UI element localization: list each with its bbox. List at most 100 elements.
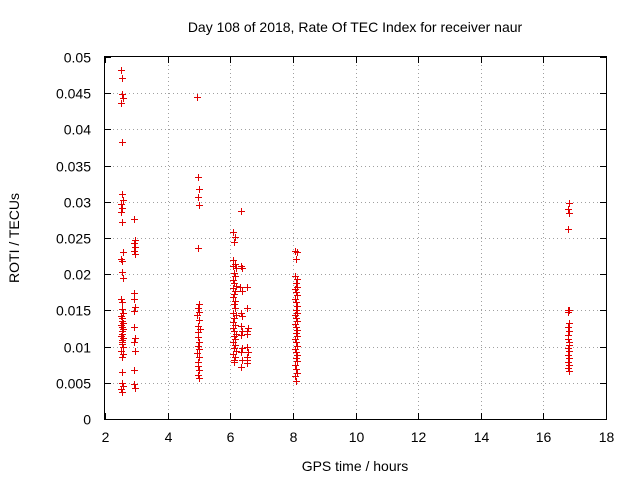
- x-tick-label: 18: [599, 429, 615, 445]
- y-tick-label: 0.005: [56, 376, 91, 392]
- y-tick-label: 0.03: [64, 195, 91, 211]
- data-point: [194, 312, 201, 319]
- data-point: [238, 332, 245, 339]
- data-point: [293, 307, 300, 314]
- data-point: [293, 280, 300, 287]
- data-point: [293, 289, 300, 296]
- data-point: [118, 67, 125, 74]
- data-point: [195, 194, 202, 201]
- data-point: [231, 333, 238, 340]
- data-point: [119, 75, 126, 82]
- data-point: [292, 336, 299, 343]
- y-tick-label: 0.025: [56, 231, 91, 247]
- data-point: [132, 244, 139, 251]
- data-point: [196, 301, 203, 308]
- data-point: [119, 191, 126, 198]
- data-point: [119, 299, 126, 306]
- data-point: [239, 345, 246, 352]
- x-tick-label: 10: [349, 429, 365, 445]
- data-point: [232, 234, 239, 241]
- data-point: [237, 284, 244, 291]
- data-point: [239, 313, 246, 320]
- data-point: [292, 362, 299, 369]
- data-point: [232, 273, 239, 280]
- y-tick-label: 0.04: [64, 122, 91, 138]
- data-point: [120, 275, 127, 282]
- data-point: [294, 358, 301, 365]
- data-point: [119, 369, 126, 376]
- x-tick-label: 6: [227, 429, 235, 445]
- data-point: [293, 366, 300, 373]
- data-point: [232, 342, 239, 349]
- data-point: [230, 229, 237, 236]
- data-point: [196, 354, 203, 361]
- y-tick-label: 0.045: [56, 86, 91, 102]
- y-tick-label: 0: [83, 412, 91, 428]
- data-point: [195, 343, 202, 350]
- data-point: [294, 292, 301, 299]
- data-point: [294, 327, 301, 334]
- data-point: [292, 373, 299, 380]
- x-tick-label: 14: [474, 429, 490, 445]
- data-point: [131, 324, 138, 331]
- plot-frame: [104, 56, 607, 420]
- data-point: [238, 310, 245, 317]
- y-tick-label: 0.01: [64, 340, 91, 356]
- data-point: [566, 348, 573, 355]
- data-point: [294, 352, 301, 359]
- data-point: [230, 294, 237, 301]
- data-point: [565, 309, 572, 316]
- data-point: [566, 355, 573, 362]
- data-point: [294, 249, 301, 256]
- data-point: [293, 330, 300, 337]
- data-point: [231, 239, 238, 246]
- data-point: [195, 334, 202, 341]
- data-point: [195, 305, 202, 312]
- data-point: [294, 303, 301, 310]
- data-point: [118, 201, 125, 208]
- data-point: [132, 335, 139, 342]
- data-point: [196, 317, 203, 324]
- data-point: [131, 248, 138, 255]
- data-point: [238, 208, 245, 215]
- data-point: [119, 269, 126, 276]
- data-point: [119, 380, 126, 387]
- data-point: [239, 265, 246, 272]
- data-point: [293, 349, 300, 356]
- data-point: [196, 339, 203, 346]
- data-point: [232, 298, 239, 305]
- data-point: [196, 346, 203, 353]
- data-point: [565, 345, 572, 352]
- data-point: [131, 296, 138, 303]
- data-point: [565, 365, 572, 372]
- data-point: [131, 381, 138, 388]
- y-tick-labels: 0 0.005 0.01 0.015 0.02 0.025 0.03 0.035 0.04 0.0…: [56, 50, 91, 428]
- data-point: [565, 206, 572, 213]
- data-point: [292, 296, 299, 303]
- data-point: [292, 321, 299, 328]
- data-point: [230, 257, 237, 264]
- data-point: [565, 352, 572, 359]
- y-tick-label: 0.035: [56, 159, 91, 175]
- data-point: [194, 350, 201, 357]
- data-point: [196, 375, 203, 382]
- chart-title: Day 108 of 2018, Rate Of TEC Index for r…: [188, 19, 523, 35]
- data-point: [132, 251, 139, 258]
- data-point: [118, 100, 125, 107]
- data-point: [244, 344, 251, 351]
- data-point: [195, 245, 202, 252]
- data-point: [244, 331, 251, 338]
- data-point: [131, 216, 138, 223]
- x-axis-label: GPS time / hours: [302, 458, 409, 474]
- data-point: [231, 359, 238, 366]
- y-axis-label: ROTI / TECUs: [6, 193, 22, 283]
- data-point: [132, 348, 139, 355]
- data-point: [195, 372, 202, 379]
- data-point: [196, 186, 203, 193]
- data-point: [238, 349, 245, 356]
- data-point: [119, 306, 126, 313]
- data-point: [131, 339, 138, 346]
- y-tick-label: 0.02: [64, 267, 91, 283]
- x-tick-label: 2: [102, 429, 110, 445]
